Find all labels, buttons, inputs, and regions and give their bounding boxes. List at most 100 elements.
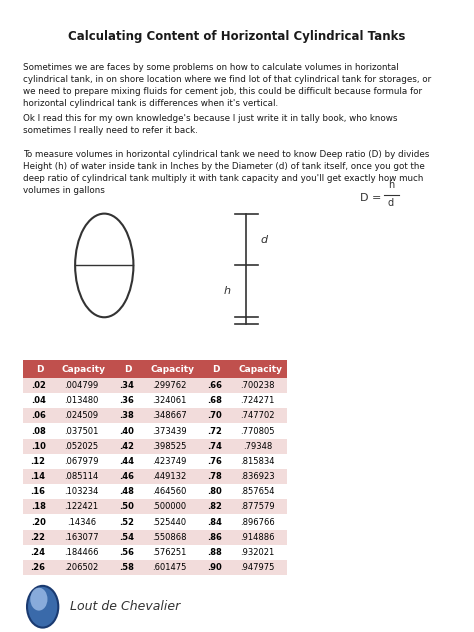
Text: .103234: .103234 (64, 487, 99, 496)
Text: .78: .78 (207, 472, 222, 481)
Bar (23, 360, 57, 378)
Text: .024509: .024509 (64, 411, 98, 420)
Bar (23, 378, 287, 393)
Text: .724271: .724271 (240, 396, 275, 405)
Bar (23, 454, 287, 469)
Text: d: d (388, 198, 394, 208)
Bar (23, 514, 287, 530)
Text: .932021: .932021 (240, 548, 274, 557)
Text: To measure volumes in horizontal cylindrical tank we need to know Deep ratio (D): To measure volumes in horizontal cylindr… (23, 150, 429, 195)
Text: .815834: .815834 (240, 457, 275, 466)
Text: .56: .56 (119, 548, 134, 557)
Text: .36: .36 (119, 396, 134, 405)
Text: .324061: .324061 (152, 396, 187, 405)
Text: .12: .12 (31, 457, 46, 466)
Text: h: h (388, 179, 394, 190)
Text: D: D (212, 365, 220, 374)
Text: Capacity: Capacity (62, 365, 106, 374)
Text: .74: .74 (207, 442, 222, 451)
Circle shape (27, 586, 58, 628)
Text: .72: .72 (207, 427, 222, 435)
Text: .576251: .576251 (152, 548, 187, 557)
Text: Lout de Chevalier: Lout de Chevalier (70, 600, 181, 613)
Text: .22: .22 (31, 533, 46, 542)
Text: .84: .84 (207, 518, 222, 526)
Text: .947975: .947975 (240, 563, 275, 572)
Text: .206502: .206502 (64, 563, 98, 572)
Text: .067979: .067979 (64, 457, 99, 466)
Text: .44: .44 (119, 457, 134, 466)
Bar (23, 408, 287, 423)
Text: .085114: .085114 (64, 472, 98, 481)
Bar (57, 360, 111, 378)
Text: D: D (124, 365, 132, 374)
Text: Capacity: Capacity (238, 365, 282, 374)
Text: .06: .06 (31, 411, 46, 420)
Text: .66: .66 (207, 381, 222, 390)
Text: .48: .48 (119, 487, 134, 496)
Text: .18: .18 (31, 502, 46, 511)
Text: .26: .26 (31, 563, 46, 572)
Text: .163077: .163077 (64, 533, 99, 542)
Text: .14346: .14346 (67, 518, 96, 526)
Text: Sometimes we are faces by some problems on how to calculate volumes in horizonta: Sometimes we are faces by some problems … (23, 63, 431, 107)
Bar (23, 393, 287, 408)
Text: .037501: .037501 (64, 427, 99, 435)
Text: .500000: .500000 (152, 502, 186, 511)
Text: .88: .88 (207, 548, 222, 557)
Text: .79348: .79348 (243, 442, 272, 451)
Text: .914886: .914886 (240, 533, 275, 542)
Bar (145, 360, 199, 378)
Text: .052025: .052025 (64, 442, 98, 451)
Text: .50: .50 (119, 502, 134, 511)
Text: .82: .82 (207, 502, 222, 511)
Text: Capacity: Capacity (150, 365, 194, 374)
Text: .16: .16 (31, 487, 46, 496)
Text: .10: .10 (31, 442, 46, 451)
Text: .836923: .836923 (240, 472, 275, 481)
Bar (111, 360, 145, 378)
Text: Calculating Content of Horizontal Cylindrical Tanks: Calculating Content of Horizontal Cylind… (68, 30, 406, 44)
Text: .449132: .449132 (152, 472, 186, 481)
Text: .68: .68 (207, 396, 222, 405)
Text: .601475: .601475 (152, 563, 187, 572)
Text: D =: D = (360, 193, 382, 203)
Text: .24: .24 (31, 548, 46, 557)
Text: .747702: .747702 (240, 411, 275, 420)
Text: .40: .40 (119, 427, 134, 435)
Bar (199, 360, 233, 378)
Text: .896766: .896766 (240, 518, 275, 526)
Bar (23, 560, 287, 575)
Text: .14: .14 (31, 472, 46, 481)
Text: .004799: .004799 (64, 381, 98, 390)
Text: .54: .54 (119, 533, 134, 542)
Text: .80: .80 (207, 487, 222, 496)
Text: d: d (261, 234, 268, 245)
Bar (23, 423, 287, 439)
Bar (23, 499, 287, 514)
Text: D: D (36, 365, 44, 374)
Text: .90: .90 (207, 563, 222, 572)
Text: .550868: .550868 (152, 533, 187, 542)
Text: .58: .58 (119, 563, 134, 572)
Text: .34: .34 (119, 381, 134, 390)
Text: .877579: .877579 (240, 502, 275, 511)
Text: .184466: .184466 (64, 548, 99, 557)
Text: .464560: .464560 (152, 487, 187, 496)
Text: .299762: .299762 (152, 381, 187, 390)
Bar (23, 469, 287, 484)
Text: .02: .02 (31, 381, 46, 390)
Text: .04: .04 (31, 396, 46, 405)
Text: .52: .52 (119, 518, 134, 526)
Text: .86: .86 (207, 533, 222, 542)
Text: Ok I read this for my own knowledge's because I just write it in tally book, who: Ok I read this for my own knowledge's be… (23, 114, 397, 135)
Text: .70: .70 (207, 411, 222, 420)
Text: .38: .38 (119, 411, 134, 420)
Text: .348667: .348667 (152, 411, 187, 420)
Circle shape (30, 588, 47, 611)
Bar (23, 439, 287, 454)
Text: .423749: .423749 (152, 457, 187, 466)
Text: .08: .08 (31, 427, 46, 435)
Text: .013480: .013480 (64, 396, 99, 405)
Text: .857654: .857654 (240, 487, 275, 496)
